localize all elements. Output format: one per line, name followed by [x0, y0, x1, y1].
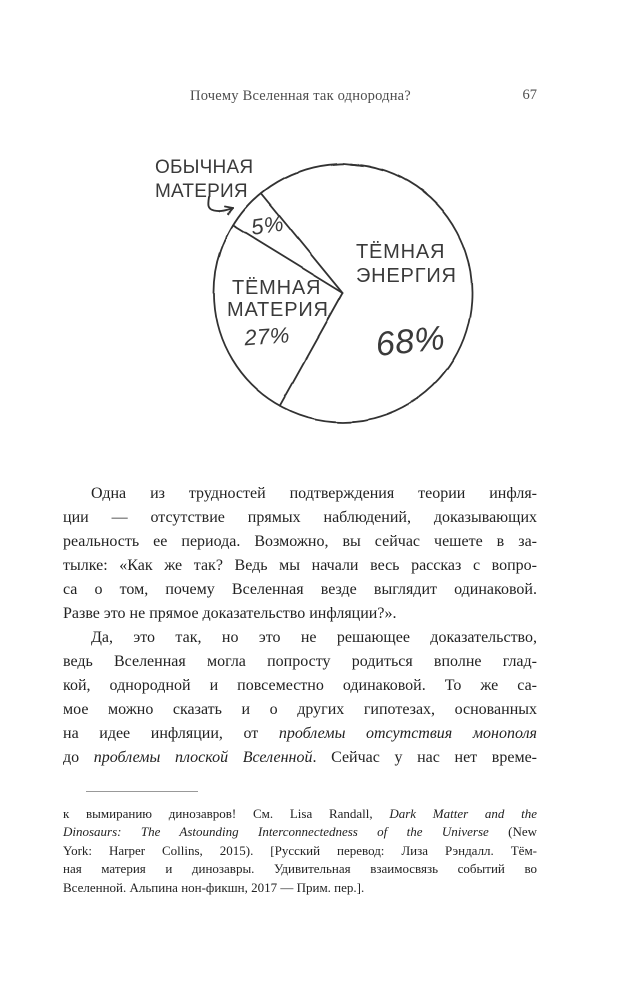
svg-text:ТЁМНАЯ: ТЁМНАЯ: [356, 241, 445, 263]
svg-text:68%: 68%: [374, 319, 447, 364]
svg-text:ЭНЕРГИЯ: ЭНЕРГИЯ: [356, 265, 457, 287]
svg-text:27%: 27%: [242, 322, 290, 350]
svg-text:ТЁМНАЯ: ТЁМНАЯ: [232, 277, 321, 299]
svg-text:МАТЕРИЯ: МАТЕРИЯ: [227, 299, 329, 321]
svg-text:5%: 5%: [249, 211, 285, 240]
svg-text:ОБЫЧНАЯ: ОБЫЧНАЯ: [155, 157, 253, 178]
svg-text:МАТЕРИЯ: МАТЕРИЯ: [155, 181, 248, 202]
